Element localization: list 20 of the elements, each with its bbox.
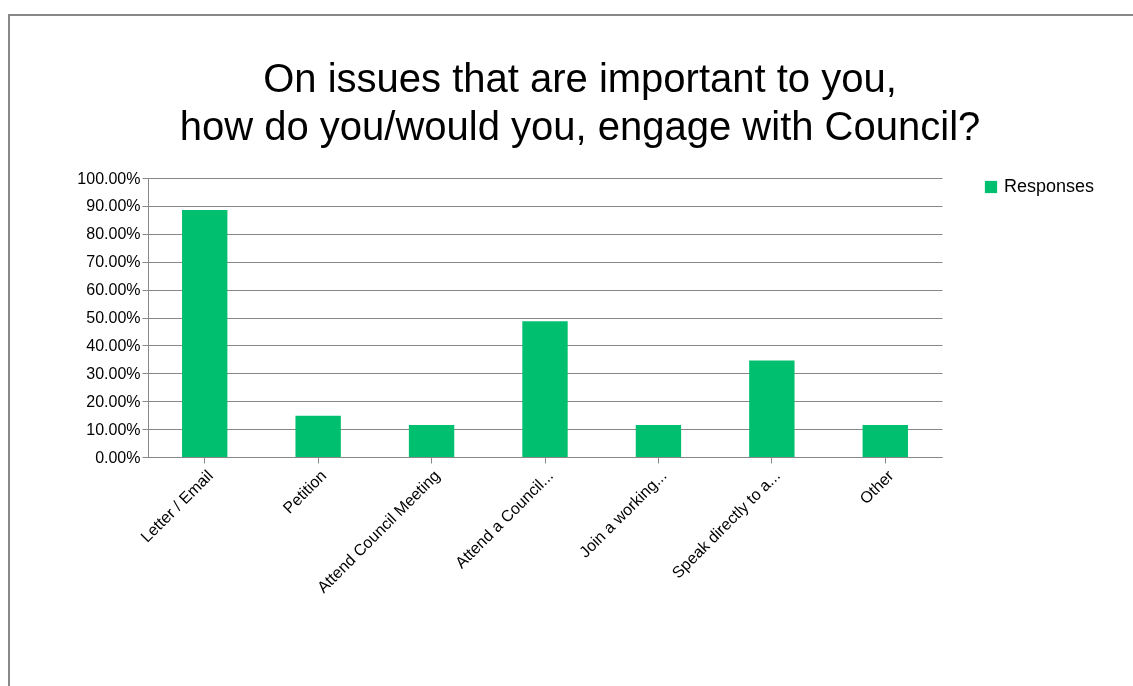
y-tick-label: 60.00% [86, 281, 141, 299]
legend-label: Responses [1004, 176, 1095, 196]
y-tick-label: 100.00% [77, 169, 141, 187]
y-tick-label: 70.00% [86, 253, 141, 271]
bar [862, 424, 908, 457]
y-tick-label: 40.00% [86, 336, 141, 354]
y-tick-label: 80.00% [86, 225, 141, 243]
bar [635, 424, 682, 457]
bar [408, 424, 455, 457]
y-tick-label: 90.00% [86, 197, 141, 215]
bar [295, 415, 341, 457]
y-tick-label: 0.00% [95, 448, 141, 466]
chart-title: On issues that are important to you, how do you/would you, engage with Council? [179, 56, 981, 148]
bar [522, 321, 568, 457]
bar [182, 210, 228, 457]
y-tick-label: 30.00% [86, 364, 141, 382]
bar [749, 360, 795, 457]
y-tick-label: 10.00% [86, 420, 141, 438]
y-tick-label: 20.00% [86, 392, 141, 410]
y-tick-label: 50.00% [86, 309, 141, 326]
